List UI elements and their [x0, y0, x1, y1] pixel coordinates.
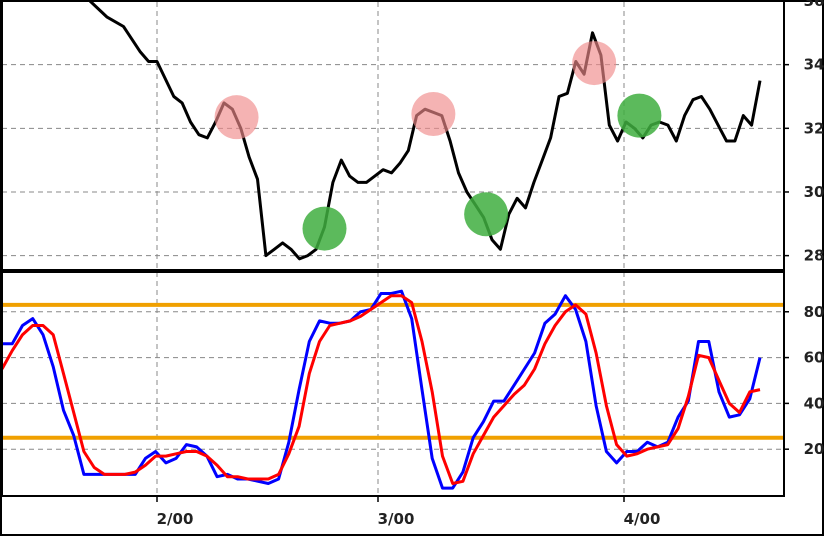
sell-signal-marker: [572, 41, 617, 86]
x-tick-labels: 2/00 3/00 4/00: [156, 496, 661, 528]
sell-signal-marker: [214, 95, 259, 140]
y-tick-label: 80: [804, 303, 824, 321]
sell-signal-marker: [411, 91, 456, 136]
y-tick-label: 60: [804, 349, 824, 367]
buy-signal-marker: [302, 206, 347, 251]
y-tick-label: 30: [804, 183, 824, 201]
y-tick-label: 20: [804, 440, 824, 458]
y-tick-label: 28: [804, 247, 824, 265]
reference-lines: [2, 302, 784, 440]
buy-signal-marker: [464, 192, 509, 237]
panel-frame: [1, 0, 785, 271]
y-tick-labels: 28 30 32 34 36 20 40 60 80: [784, 0, 824, 458]
x-tick-label: 3/00: [378, 510, 415, 528]
panel-frame: [1, 271, 785, 497]
y-tick-label: 32: [804, 119, 824, 137]
y-tick-label: 34: [804, 56, 824, 74]
signal-markers: [214, 41, 662, 251]
stochastic-d-line: [2, 294, 761, 485]
y-tick-label: 36: [804, 0, 824, 10]
x-tick-label: 2/00: [157, 510, 194, 528]
x-tick-label: 4/00: [624, 510, 661, 528]
y-tick-label: 40: [804, 394, 824, 412]
buy-signal-marker: [617, 93, 662, 138]
panel-frames: [1, 0, 785, 497]
